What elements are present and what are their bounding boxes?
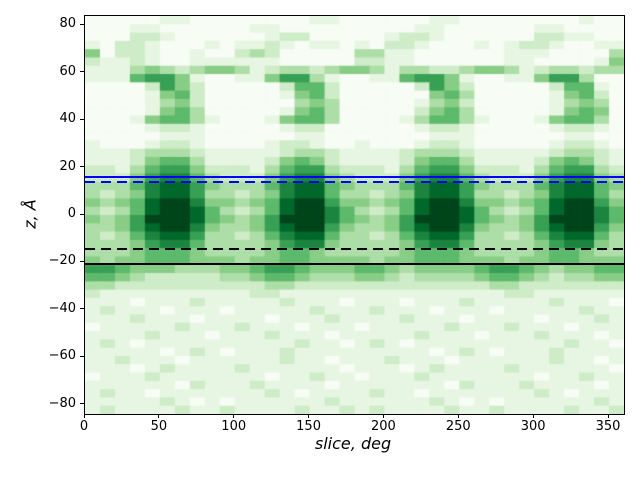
x-axis-label: slice, deg <box>314 434 392 453</box>
y-tick <box>80 23 84 25</box>
y-tick <box>80 355 84 357</box>
hline-upper-solid-blue <box>85 176 624 179</box>
y-tick <box>80 166 84 168</box>
x-tick-label: 200 <box>371 419 396 434</box>
x-tick-label: 50 <box>150 419 168 434</box>
y-tick-label: 80 <box>59 16 76 32</box>
x-tick-label: 0 <box>79 419 89 434</box>
y-tick <box>80 118 84 120</box>
x-tick-label: 300 <box>520 419 546 434</box>
x-tick <box>158 414 160 418</box>
x-tick <box>83 414 85 418</box>
x-tick <box>607 414 609 418</box>
hline-upper-dashed-blue <box>85 180 624 183</box>
y-tick-label: 20 <box>59 158 76 174</box>
y-tick <box>80 213 84 215</box>
y-tick-label: 60 <box>59 63 76 79</box>
y-tick-label: −60 <box>48 348 76 364</box>
x-tick-label: 100 <box>221 419 247 434</box>
x-tick <box>457 414 459 418</box>
y-tick <box>80 260 84 262</box>
y-tick <box>80 308 84 310</box>
x-tick-label: 250 <box>445 419 471 434</box>
x-tick <box>532 414 534 418</box>
y-tick-label: −20 <box>48 253 76 269</box>
y-tick-label: 40 <box>59 111 76 127</box>
plot-area <box>84 15 625 415</box>
y-tick <box>80 403 84 405</box>
y-tick <box>80 71 84 73</box>
x-tick-label: 350 <box>595 419 621 434</box>
x-tick <box>382 414 384 418</box>
x-tick-label: 150 <box>296 419 321 434</box>
y-tick-label: −80 <box>48 395 76 411</box>
x-tick <box>233 414 235 418</box>
hline-lower-solid-black <box>85 262 624 265</box>
y-tick-label: 0 <box>67 206 76 221</box>
y-axis-label: z, Å <box>20 199 40 229</box>
x-tick <box>308 414 310 418</box>
heatmap-canvas <box>85 16 624 414</box>
hline-lower-dashed-black <box>85 248 624 251</box>
y-tick-label: −40 <box>48 300 76 316</box>
